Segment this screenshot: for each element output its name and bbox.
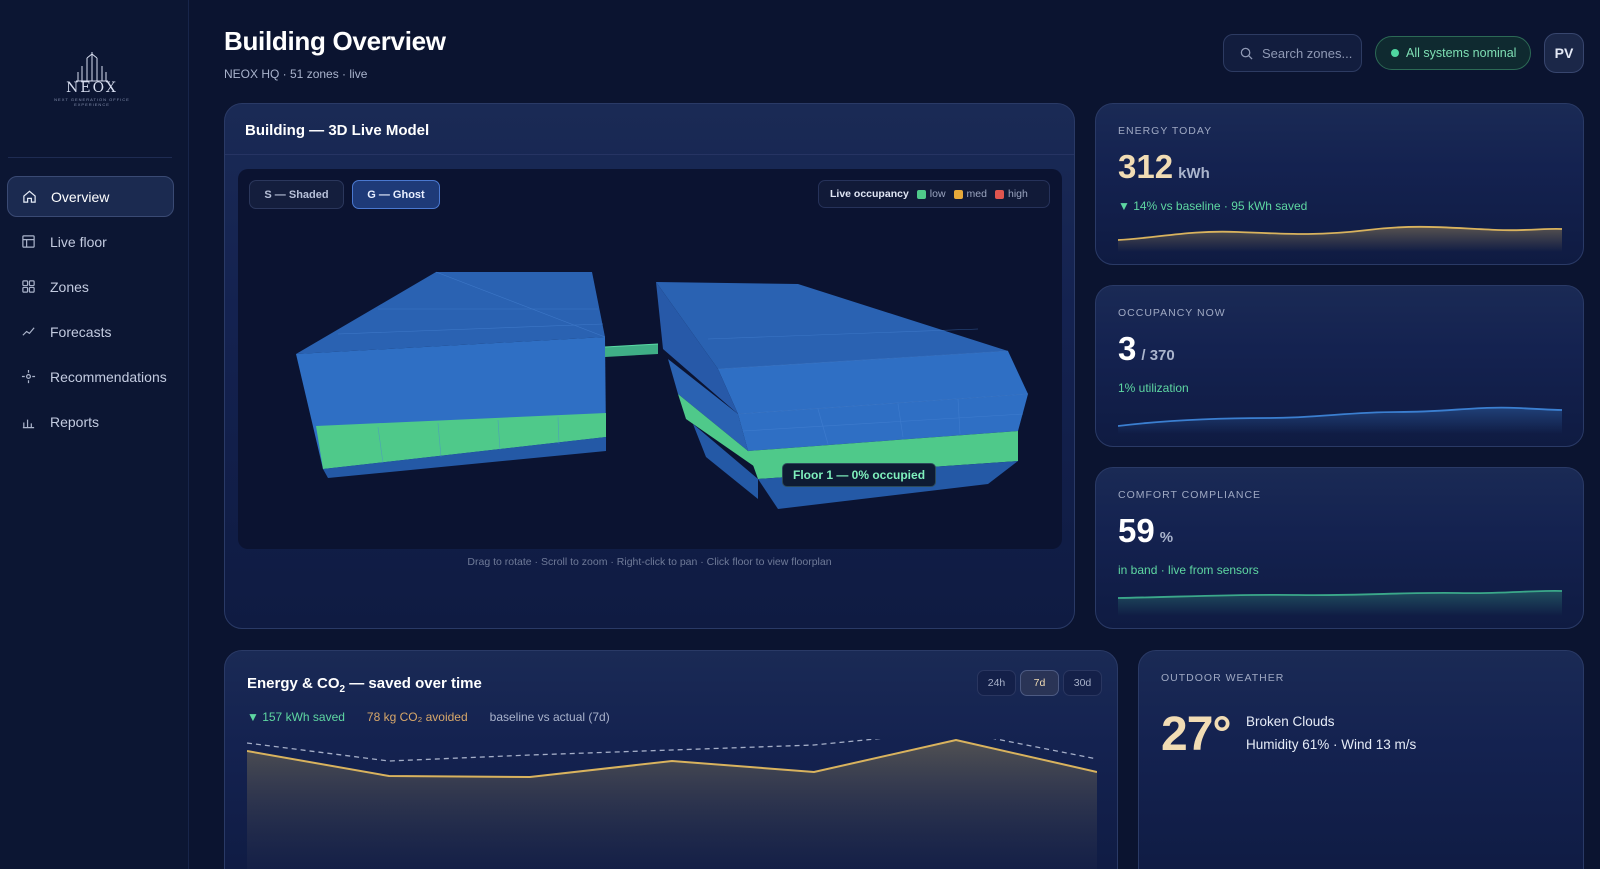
legend-swatch-low [916, 189, 926, 199]
kpi-unit: kWh [1178, 165, 1210, 182]
time-range-selector: 24h 7d 30d [973, 670, 1102, 696]
outdoor-weather-card[interactable]: OUTDOOR WEATHER 27° Broken Clouds Humidi… [1138, 650, 1584, 869]
baseline-note: baseline vs actual (7d) [489, 710, 610, 724]
energy-sparkline [1118, 225, 1562, 252]
sidebar: NEOX NEXT GENERATION OFFICE EXPERIENCE O… [0, 0, 189, 869]
user-avatar[interactable]: PV [1544, 33, 1584, 73]
sidebar-item-live-floor[interactable]: Live floor [7, 221, 174, 262]
kpi-label: COMFORT COMPLIANCE [1118, 489, 1262, 501]
legend-item-low: low [916, 188, 946, 200]
sky-bridge [604, 343, 659, 357]
energy-co2-card: Energy & CO2 — saved over time 24h 7d 30… [224, 650, 1118, 869]
occupancy-now-card[interactable]: OCCUPANCY NOW 3/ 370 1% utilization [1095, 285, 1584, 447]
floor-occupancy-tooltip: Floor 1 — 0% occupied [782, 463, 937, 487]
main-nav: Overview Live floor Zones Forecasts Reco… [7, 176, 174, 446]
title-main: Energy & CO [247, 675, 340, 692]
trend-line-icon [21, 324, 36, 339]
sidebar-item-label: Overview [51, 188, 110, 205]
status-text: All systems nominal [1406, 46, 1517, 60]
kpi-label: OCCUPANCY NOW [1118, 307, 1226, 319]
baseline-line [247, 739, 1097, 762]
legend-label: high [1007, 188, 1028, 200]
ghost-mode-button[interactable]: G — Ghost [352, 180, 440, 209]
co2-avoided-stat: 78 kg CO₂ avoided [366, 710, 468, 724]
weather-condition: Broken Clouds [1246, 714, 1335, 729]
sidebar-item-label: Reports [50, 413, 100, 430]
kpi-subtext: ▼ 14% vs baseline · 95 kWh saved [1118, 199, 1308, 213]
range-7d-button[interactable]: 7d [1020, 670, 1059, 696]
legend-item-high: high [994, 188, 1028, 200]
comfort-compliance-card[interactable]: COMFORT COMPLIANCE 59% in band · live fr… [1095, 467, 1584, 629]
weather-details: Humidity 61% · Wind 13 m/s [1246, 737, 1417, 752]
search-placeholder: Search zones... [1262, 45, 1353, 61]
energy-chart-title: Energy & CO2 — saved over time [247, 675, 482, 695]
neox-logo[interactable]: NEOX NEXT GENERATION OFFICE EXPERIENCE [40, 50, 144, 110]
card-divider [225, 154, 1074, 155]
range-24h-button[interactable]: 24h [977, 670, 1016, 696]
home-icon [22, 189, 37, 204]
legend-title: Live occupancy [830, 188, 909, 200]
system-status-badge[interactable]: All systems nominal [1375, 36, 1531, 70]
kpi-value: 312 kWh [1118, 148, 1210, 186]
left-building[interactable] [296, 271, 606, 478]
sidebar-item-label: Recommendations [50, 368, 167, 385]
energy-savings-chart[interactable] [247, 739, 1097, 869]
grid-icon [21, 279, 36, 294]
legend-swatch-high [994, 189, 1004, 199]
sidebar-item-zones[interactable]: Zones [7, 266, 174, 307]
actual-line [247, 739, 1097, 779]
kpi-value: 3/ 370 [1118, 330, 1175, 368]
comfort-sparkline [1118, 589, 1562, 616]
legend-label: low [929, 188, 946, 200]
sidebar-item-label: Live floor [50, 233, 107, 250]
status-dot-icon [1391, 49, 1399, 57]
sparkle-icon [21, 369, 36, 384]
kpi-subtext: 1% utilization [1118, 381, 1189, 395]
floor-plan-icon [21, 234, 36, 249]
sidebar-item-reports[interactable]: Reports [7, 401, 174, 442]
3d-viewport[interactable]: S — Shaded G — Ghost Live occupancy low … [238, 169, 1062, 549]
title-suffix: — saved over time [345, 675, 482, 692]
building-3d-model[interactable] [238, 169, 1062, 549]
page-title: Building Overview [224, 26, 446, 56]
viewport-hint: Drag to rotate · Scroll to zoom · Right-… [467, 556, 832, 568]
title-subscript: 2 [339, 684, 346, 695]
building-logo-icon [76, 52, 108, 82]
kpi-number: 312 [1118, 148, 1174, 185]
range-30d-button[interactable]: 30d [1063, 670, 1102, 696]
actual-area [247, 740, 1097, 869]
shaded-mode-button[interactable]: S — Shaded [249, 180, 344, 209]
kpi-unit: % [1159, 529, 1174, 546]
search-input[interactable]: Search zones... [1223, 34, 1362, 72]
brand-tagline: NEXT GENERATION OFFICE EXPERIENCE [54, 97, 130, 107]
kpi-number: 59 [1118, 512, 1155, 549]
kpi-subtext: in band · live from sensors [1118, 563, 1259, 577]
occupancy-legend: Live occupancy low med high [818, 180, 1050, 208]
kpi-number: 3 [1118, 330, 1137, 367]
legend-swatch-med [953, 189, 963, 199]
page-subtitle: NEOX HQ · 51 zones · live [224, 67, 368, 81]
sidebar-item-label: Zones [50, 278, 89, 295]
sidebar-item-recommendations[interactable]: Recommendations [7, 356, 174, 397]
weather-label: OUTDOOR WEATHER [1161, 672, 1285, 684]
occupancy-sparkline [1118, 406, 1562, 434]
kpi-unit: / 370 [1141, 347, 1175, 364]
model-card-title: Building — 3D Live Model [245, 122, 430, 139]
weather-temperature: 27° [1161, 708, 1232, 761]
legend-label: med [966, 188, 987, 200]
sidebar-item-forecasts[interactable]: Forecasts [7, 311, 174, 352]
sidebar-item-label: Forecasts [50, 323, 112, 340]
energy-today-card[interactable]: ENERGY TODAY 312 kWh ▼ 14% vs baseline · … [1095, 103, 1584, 265]
kpi-value: 59% [1118, 512, 1173, 550]
kwh-saved-stat: ▼ 157 kWh saved [247, 710, 345, 724]
search-icon [1240, 47, 1253, 60]
sidebar-item-overview[interactable]: Overview [7, 176, 174, 217]
energy-stats: ▼ 157 kWh saved 78 kg CO₂ avoided baseli… [247, 710, 632, 724]
building-model-card: Building — 3D Live Model [224, 103, 1075, 629]
bar-chart-icon [21, 414, 36, 429]
brand-name: NEOX [66, 80, 118, 96]
sidebar-divider [8, 157, 172, 158]
legend-item-med: med [953, 188, 987, 200]
kpi-label: ENERGY TODAY [1118, 125, 1213, 137]
